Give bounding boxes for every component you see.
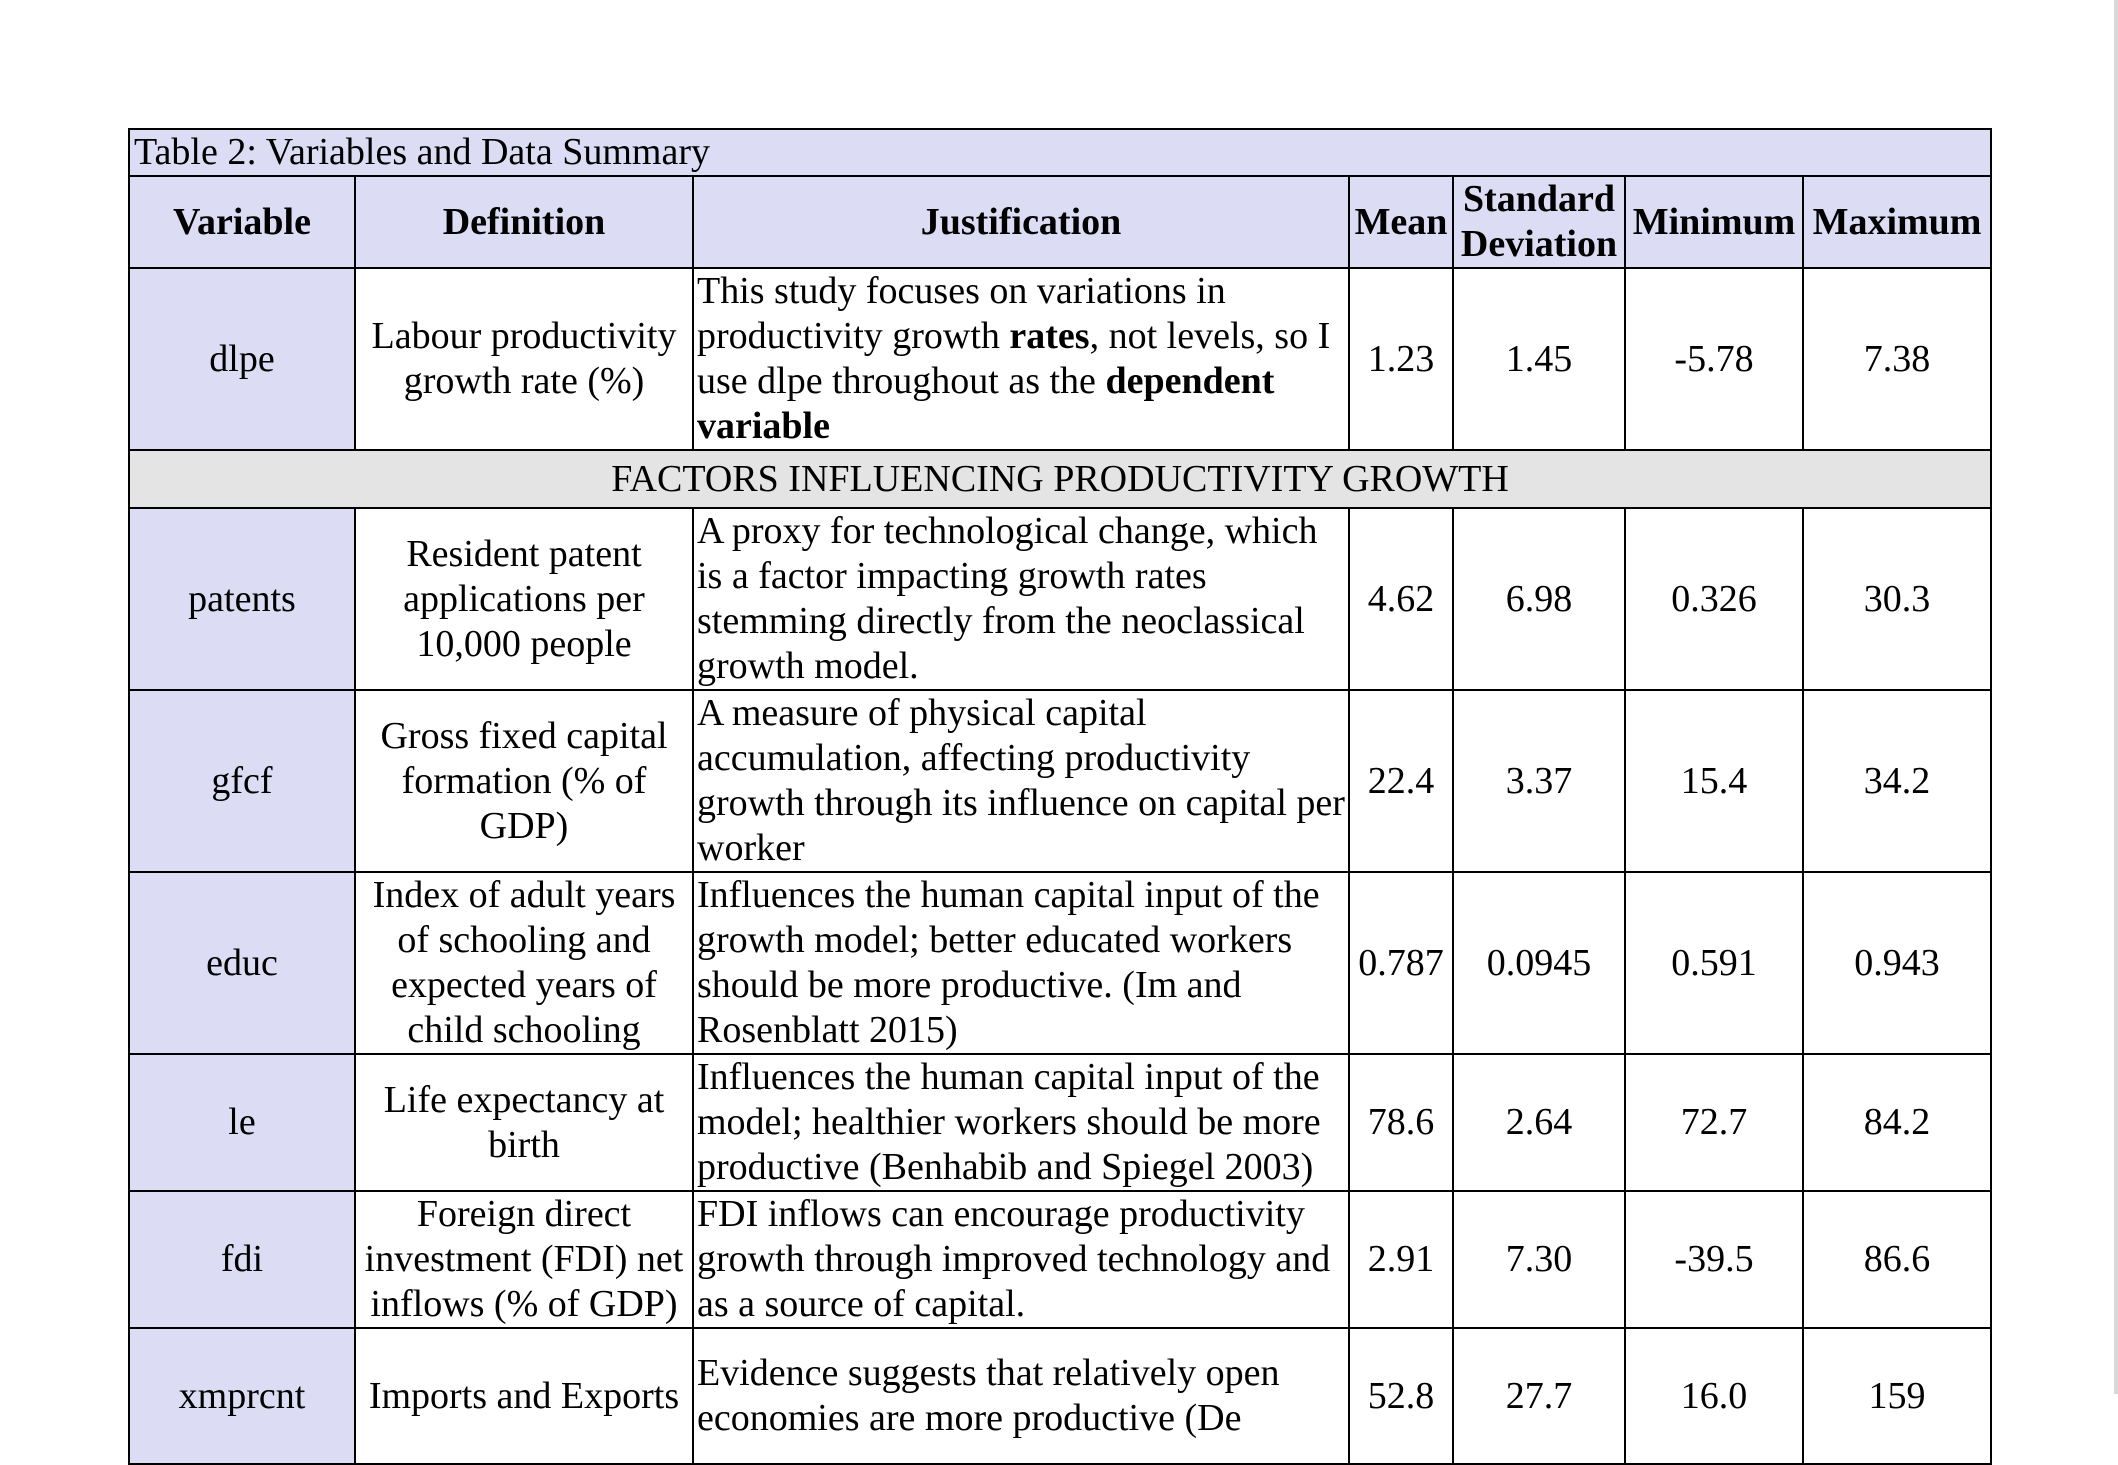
cell-definition: Imports and Exports — [354, 1327, 694, 1465]
cell-mean: 78.6 — [1348, 1053, 1454, 1192]
cell-max: 0.943 — [1801, 871, 1993, 1055]
cell-max: 84.2 — [1801, 1053, 1993, 1192]
cell-justification: A proxy for technological change, which … — [692, 507, 1350, 691]
cell-variable: le — [128, 1053, 356, 1192]
cell-variable: xmprcnt — [128, 1327, 356, 1465]
cell-justification: This study focuses on variations in prod… — [692, 267, 1350, 451]
cell-std: 1.45 — [1452, 267, 1626, 451]
table-header-row: Variable Definition Justification Mean S… — [128, 175, 1993, 269]
cell-std: 2.64 — [1452, 1053, 1626, 1192]
cell-mean: 22.4 — [1348, 689, 1454, 873]
table-row-dependent: dlpe Labour productivity growth rate (%)… — [128, 267, 1993, 451]
cell-mean: 1.23 — [1348, 267, 1454, 451]
cell-justification: Influences the human capital input of th… — [692, 1053, 1350, 1192]
cell-std: 3.37 — [1452, 689, 1626, 873]
cell-min: -39.5 — [1624, 1190, 1804, 1329]
header-maximum: Maximum — [1801, 175, 1993, 269]
table-row: educ Index of adult years of schooling a… — [128, 871, 1993, 1055]
justification-bold-dependent-variable: dependent variable — [697, 360, 1275, 447]
cell-definition: Index of adult years of schooling and ex… — [354, 871, 694, 1055]
cell-definition: Labour productivity growth rate (%) — [354, 267, 694, 451]
header-std-line2: Deviation — [1460, 223, 1618, 265]
cell-mean: 4.62 — [1348, 507, 1454, 691]
section-title: FACTORS INFLUENCING PRODUCTIVITY GROWTH — [127, 449, 1993, 509]
cell-std: 7.30 — [1452, 1190, 1626, 1329]
header-minimum: Minimum — [1624, 175, 1804, 269]
data-summary-table: Table 2: Variables and Data Summary Vari… — [127, 128, 1993, 1465]
cell-variable: patents — [128, 507, 356, 691]
cell-variable: dlpe — [128, 267, 356, 451]
table-caption-row: Table 2: Variables and Data Summary — [127, 128, 1993, 177]
cell-variable: gfcf — [128, 689, 356, 873]
cell-max: 86.6 — [1801, 1190, 1993, 1329]
header-variable: Variable — [128, 175, 356, 269]
header-std-line1: Standard — [1462, 178, 1616, 220]
cell-justification: Influences the human capital input of th… — [692, 871, 1350, 1055]
cell-mean: 0.787 — [1348, 871, 1454, 1055]
cell-variable: fdi — [128, 1190, 356, 1329]
cell-mean: 52.8 — [1348, 1327, 1454, 1465]
cell-justification: Evidence suggests that relatively open e… — [692, 1327, 1350, 1465]
page-edge — [2114, 0, 2118, 1394]
cell-justification: A measure of physical capital accumulati… — [692, 689, 1350, 873]
cell-definition: Resident patent applications per 10,000 … — [354, 507, 694, 691]
header-mean: Mean — [1348, 175, 1454, 269]
table-row: xmprcnt Imports and Exports Evidence sug… — [128, 1327, 1993, 1465]
table-row: patents Resident patent applications per… — [128, 507, 1993, 691]
cell-max: 34.2 — [1801, 689, 1993, 873]
header-justification: Justification — [692, 175, 1350, 269]
table-row: le Life expectancy at birth Influences t… — [128, 1053, 1993, 1192]
cell-max: 159 — [1801, 1327, 1993, 1465]
cell-justification: FDI inflows can encourage productivity g… — [692, 1190, 1350, 1329]
header-definition: Definition — [354, 175, 694, 269]
table-caption: Table 2: Variables and Data Summary — [127, 128, 1993, 177]
cell-max: 7.38 — [1801, 267, 1993, 451]
cell-definition: Gross fixed capital formation (% of GDP) — [354, 689, 694, 873]
cell-definition: Foreign direct investment (FDI) net infl… — [354, 1190, 694, 1329]
cell-min: 16.0 — [1624, 1327, 1804, 1465]
cell-definition: Life expectancy at birth — [354, 1053, 694, 1192]
cell-min: 15.4 — [1624, 689, 1804, 873]
cell-max: 30.3 — [1801, 507, 1993, 691]
justification-text-1: This study focuses on variations in prod… — [697, 270, 1226, 357]
cell-std: 0.0945 — [1452, 871, 1626, 1055]
cell-variable: educ — [128, 871, 356, 1055]
cell-std: 27.7 — [1452, 1327, 1626, 1465]
cell-min: 72.7 — [1624, 1053, 1804, 1192]
cell-mean: 2.91 — [1348, 1190, 1454, 1329]
table-row: gfcf Gross fixed capital formation (% of… — [128, 689, 1993, 873]
cell-std: 6.98 — [1452, 507, 1626, 691]
data-summary-table-wrapper: Table 2: Variables and Data Summary Vari… — [127, 128, 1993, 1465]
table-row: fdi Foreign direct investment (FDI) net … — [128, 1190, 1993, 1329]
justification-bold-rates: rates — [1009, 315, 1090, 357]
cell-min: 0.591 — [1624, 871, 1804, 1055]
cell-min: 0.326 — [1624, 507, 1804, 691]
header-standard-deviation: Standard Deviation — [1452, 175, 1626, 269]
section-header-row: FACTORS INFLUENCING PRODUCTIVITY GROWTH — [127, 449, 1993, 509]
justification-text-2: , not levels, so I use dlpe throughout a… — [697, 315, 1331, 402]
cell-min: -5.78 — [1624, 267, 1804, 451]
